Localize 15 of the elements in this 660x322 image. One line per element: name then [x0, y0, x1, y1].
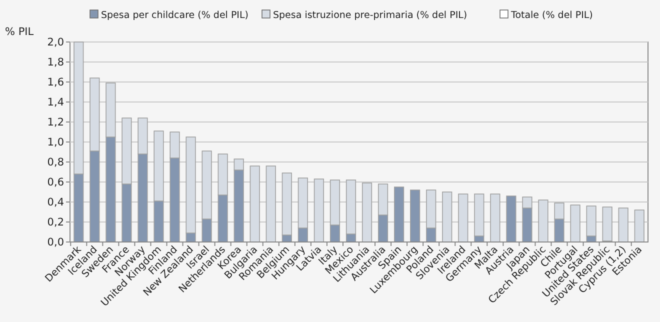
y-tick-label: 0,0 [47, 236, 64, 249]
y-axis-title: % PIL [5, 26, 34, 38]
y-tick-label: 0,4 [47, 196, 64, 209]
y-tick-label: 1,4 [47, 96, 64, 109]
y-tick-label: 1,8 [47, 56, 64, 69]
y-tick-label: 1,2 [47, 116, 64, 129]
y-tick-label: 0,6 [47, 176, 64, 189]
y-tick-label: 2,0 [47, 36, 64, 49]
legend-label: Totale (% del PIL) [510, 10, 593, 21]
legend-label: Spesa per childcare (% del PIL) [101, 10, 248, 21]
y-tick-label: 1,0 [47, 136, 64, 149]
y-tick-label: 1,6 [47, 76, 64, 89]
y-tick-label: 0,8 [47, 156, 64, 169]
y-tick-label: 0,2 [47, 216, 64, 229]
legend-label: Spesa istruzione pre-primaria (% del PIL) [273, 10, 468, 21]
